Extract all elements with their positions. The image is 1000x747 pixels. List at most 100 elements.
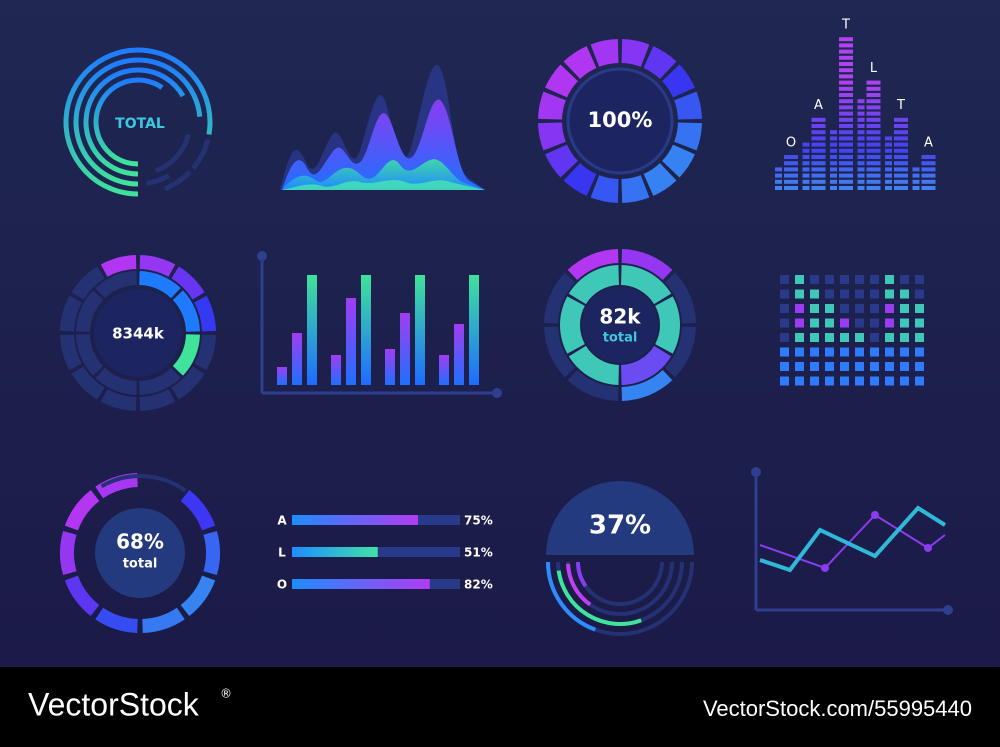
ring-arc <box>83 67 186 177</box>
grid-square <box>855 376 864 386</box>
level-block <box>912 167 920 172</box>
level-block <box>802 186 810 190</box>
ring-arc <box>73 57 203 187</box>
grid-square <box>825 376 834 386</box>
level-block <box>839 55 853 60</box>
ring-segment <box>567 249 619 281</box>
grid-square <box>915 333 924 342</box>
level-block <box>857 148 865 153</box>
bar <box>361 275 371 385</box>
ring-segment <box>563 163 597 196</box>
ring-arc <box>566 563 592 607</box>
level-block <box>857 186 865 190</box>
ring-segment <box>203 530 221 576</box>
grid-square <box>825 289 834 299</box>
ring-segment <box>545 144 578 178</box>
total-label: TOTAL <box>115 116 165 132</box>
level-block <box>857 117 865 122</box>
grid-square <box>870 289 879 299</box>
grid-square <box>855 275 864 284</box>
level-block <box>866 173 881 178</box>
grid-square <box>780 289 789 299</box>
level-block <box>921 167 936 172</box>
progress-letter: L <box>278 546 286 560</box>
level-block <box>839 173 853 178</box>
ring-segment <box>60 295 82 332</box>
grid-square <box>900 362 909 371</box>
bar <box>400 313 410 385</box>
grid-square <box>885 275 894 284</box>
level-block <box>894 186 908 190</box>
ring-segment <box>194 295 216 332</box>
grid-square <box>855 362 864 371</box>
ring-arc-dark <box>146 173 171 186</box>
level-block <box>830 173 837 178</box>
bar <box>469 275 479 385</box>
level-block <box>830 142 837 147</box>
ring-segment <box>171 366 205 400</box>
ring-segment <box>674 122 702 151</box>
level-block <box>784 167 798 172</box>
grid-square <box>900 289 909 299</box>
level-block <box>857 111 865 116</box>
level-block <box>921 155 936 159</box>
level-block <box>857 167 865 172</box>
level-block <box>866 124 881 128</box>
level-block <box>811 186 826 190</box>
grid-square <box>810 333 819 342</box>
ring-68-caption: total <box>123 557 158 572</box>
grid-square <box>855 347 864 357</box>
level-block <box>866 99 881 104</box>
level-block <box>830 167 837 172</box>
level-block <box>811 155 826 159</box>
level-block <box>802 167 810 172</box>
level-block <box>857 130 865 135</box>
level-block <box>885 161 892 166</box>
level-block <box>775 167 782 172</box>
ring-segment <box>142 607 185 633</box>
ring-segment <box>538 91 566 120</box>
level-block <box>921 186 936 190</box>
ring-segment <box>621 175 650 203</box>
ring-segment <box>100 389 137 411</box>
level-block <box>802 148 810 153</box>
progress-value: 82% <box>464 578 493 592</box>
level-block <box>857 142 865 147</box>
ring-segment <box>139 389 176 411</box>
level-block <box>894 117 908 122</box>
level-block <box>857 124 865 128</box>
ring-segment <box>172 334 200 376</box>
ring-center <box>582 287 658 363</box>
bar <box>385 349 395 385</box>
grid-square <box>885 362 894 371</box>
grid-square <box>795 376 804 386</box>
grid-square <box>780 304 789 313</box>
ring-segment <box>180 575 216 617</box>
grid-square <box>915 362 924 371</box>
ring-segment <box>538 122 566 151</box>
ring-segment <box>590 39 619 67</box>
level-block <box>839 186 853 190</box>
level-block <box>839 148 853 153</box>
grid-square <box>780 347 789 357</box>
level-block <box>912 186 920 190</box>
grid-square <box>870 304 879 313</box>
grid-square <box>795 275 804 284</box>
letter: A <box>814 98 823 113</box>
level-block <box>866 80 881 85</box>
level-block <box>866 117 881 122</box>
level-block <box>912 173 920 178</box>
level-block <box>866 93 881 97</box>
grid-square <box>900 347 909 357</box>
grid-square <box>840 275 849 284</box>
ring-82k-value: 82k <box>599 305 641 329</box>
level-block <box>894 173 908 178</box>
grid-square <box>825 333 834 342</box>
ring-segment <box>621 369 673 401</box>
grid-square <box>915 289 924 299</box>
grid-square <box>885 318 894 328</box>
level-block <box>885 167 892 172</box>
level-block <box>811 148 826 153</box>
level-block <box>894 130 908 135</box>
grid-square <box>825 275 834 284</box>
